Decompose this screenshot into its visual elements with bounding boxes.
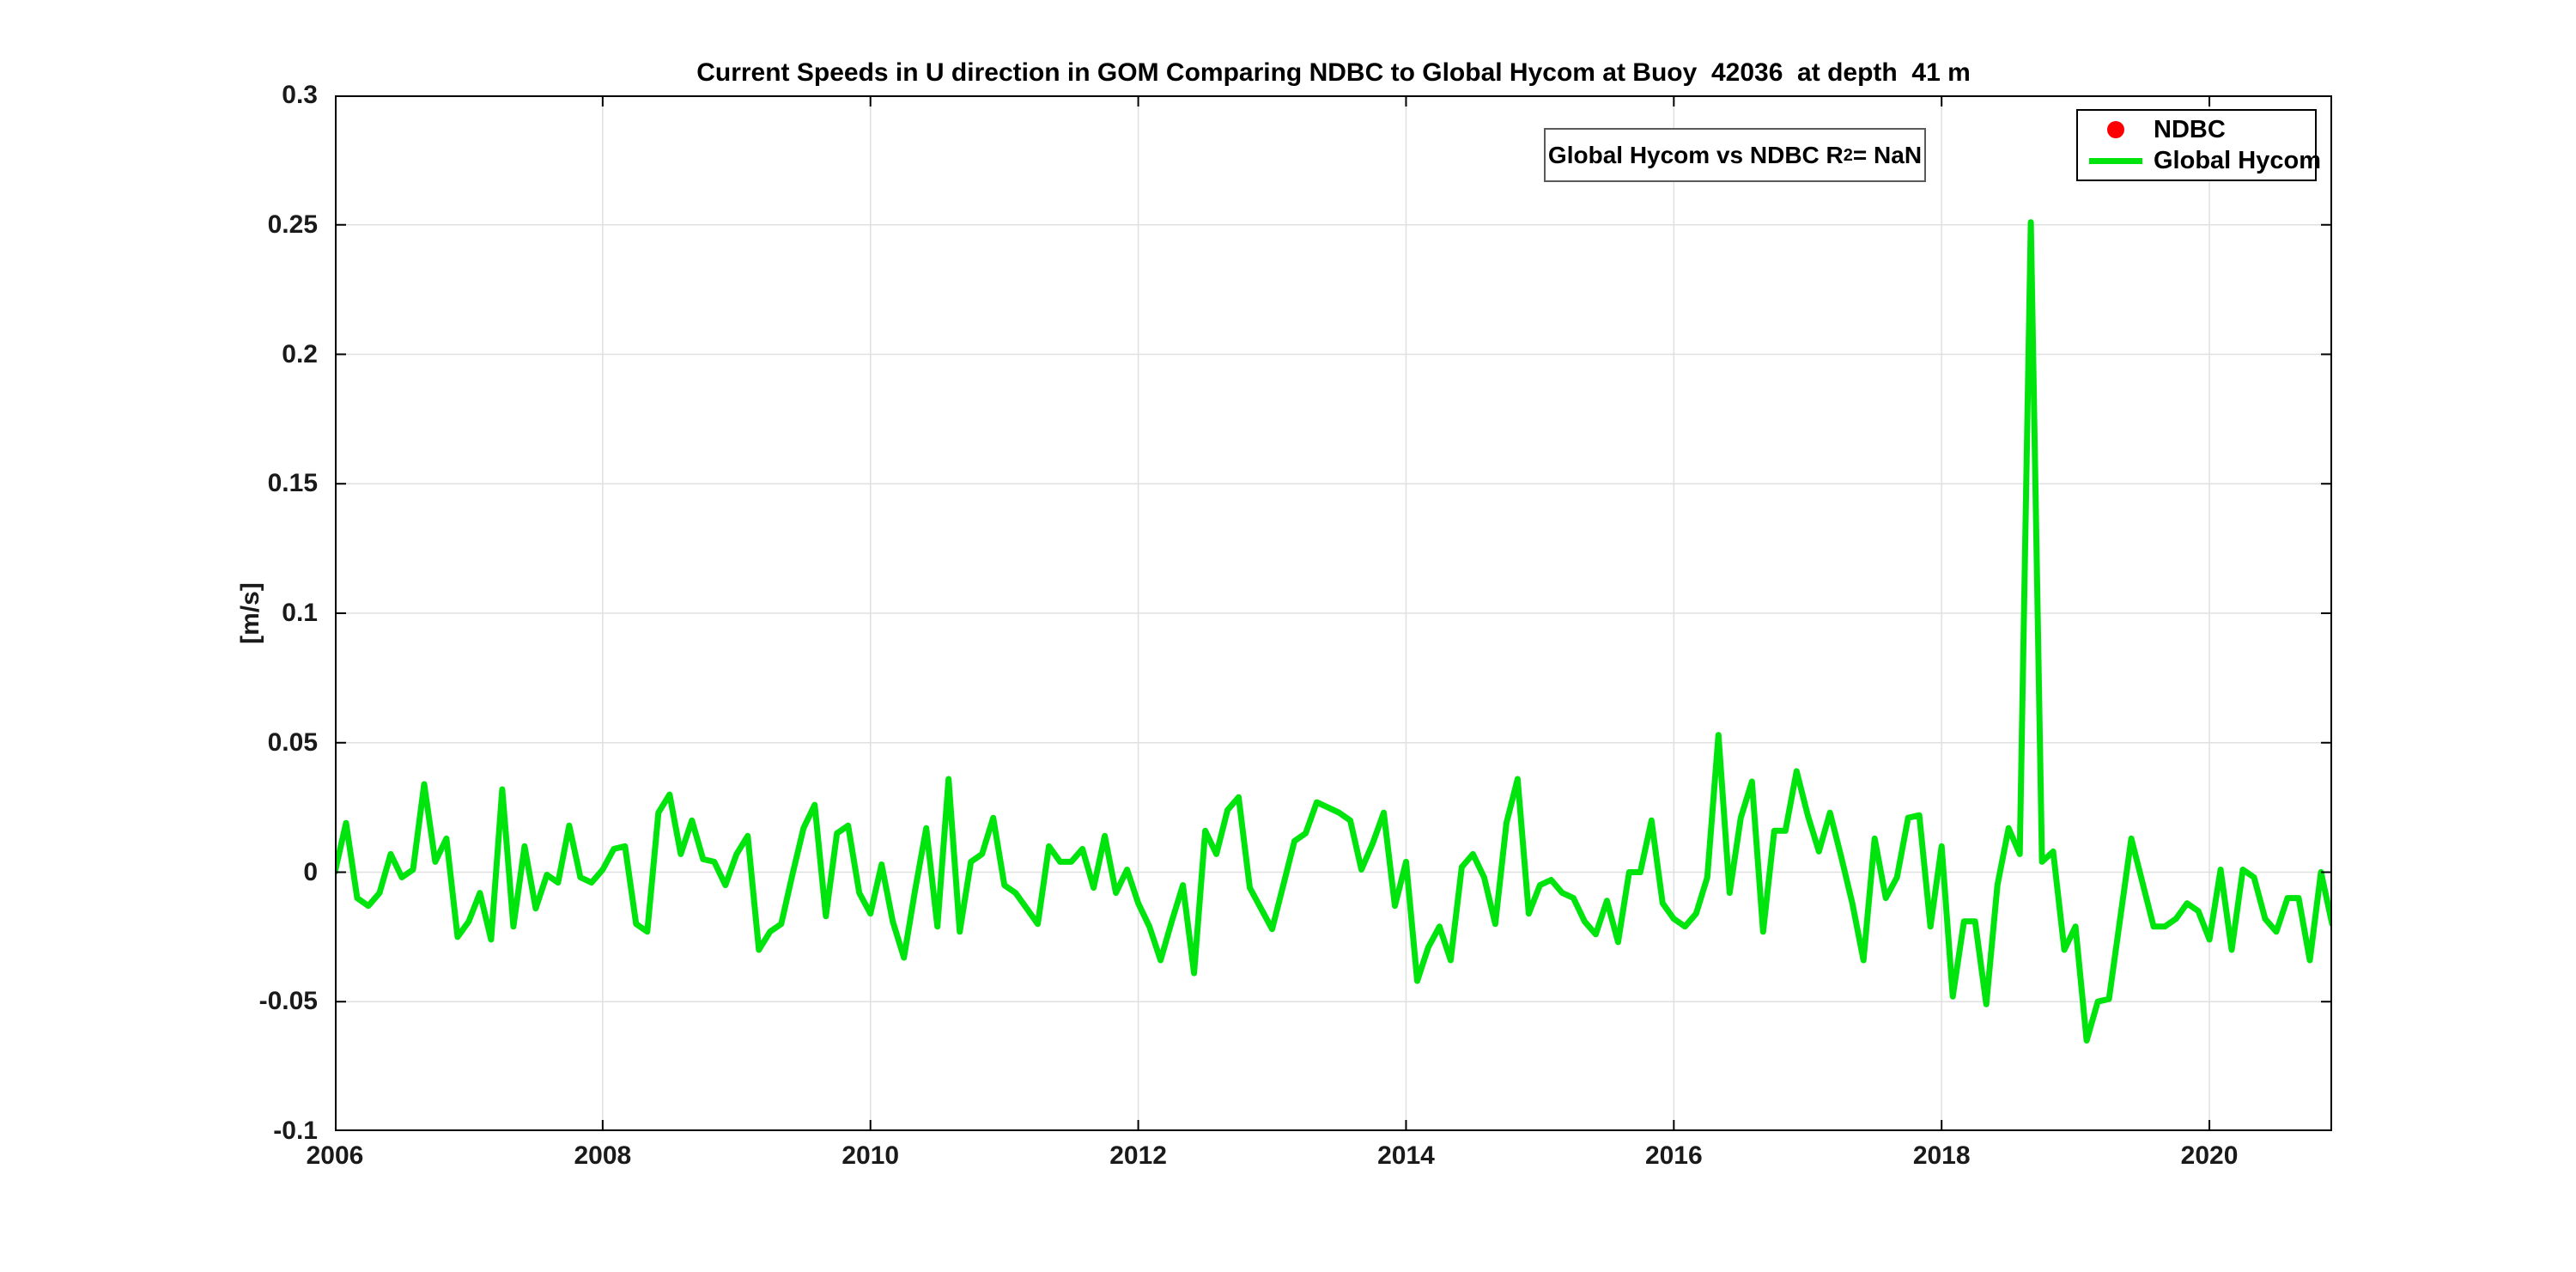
hycom-marker-cell <box>2078 157 2154 164</box>
x-tick-label: 2016 <box>1644 1141 1703 1170</box>
legend-item-ndbc: NDBC <box>2078 114 2315 145</box>
annotation-text-prefix: Global Hycom vs NDBC R <box>1547 141 1844 168</box>
axis-box <box>335 95 2332 1131</box>
legend-label-global-hycom: Global Hycom <box>2154 146 2321 174</box>
x-tick-label: 2010 <box>841 1141 900 1170</box>
annotation-text-suffix: = NaN <box>1852 141 1923 168</box>
y-tick-label: -0.05 <box>258 987 318 1016</box>
ndbc-dot-icon <box>2107 121 2124 138</box>
y-tick-label: 0.1 <box>282 599 318 627</box>
y-tick-label: 0.3 <box>282 81 318 109</box>
x-tick-label: 2008 <box>574 1141 632 1170</box>
y-tick-label: 0 <box>303 857 318 886</box>
plot-area <box>335 95 2332 1131</box>
y-tick-label: 0.15 <box>267 469 318 498</box>
x-tick-label: 2018 <box>1912 1141 1971 1170</box>
legend-label-ndbc: NDBC <box>2154 115 2226 143</box>
legend-item-global-hycom: Global Hycom <box>2078 145 2321 176</box>
hycom-line-icon <box>2089 157 2142 164</box>
x-tick-label: 2006 <box>306 1141 364 1170</box>
y-tick-label: -0.1 <box>273 1117 318 1145</box>
legend: NDBC Global Hycom <box>2076 109 2321 181</box>
ndbc-marker-cell <box>2078 121 2154 138</box>
y-tick-label: 0.05 <box>267 727 318 757</box>
x-tick-label: 2012 <box>1109 1141 1167 1170</box>
chart-title: Current Speeds in U direction in GOM Com… <box>696 58 1971 87</box>
x-tick-label: 2014 <box>1377 1141 1435 1170</box>
series-line-global-hycom <box>335 219 2332 1044</box>
y-tick-label: 0.25 <box>267 210 318 239</box>
x-tick-label: 2020 <box>2180 1141 2239 1170</box>
y-tick-label: 0.2 <box>282 339 318 368</box>
